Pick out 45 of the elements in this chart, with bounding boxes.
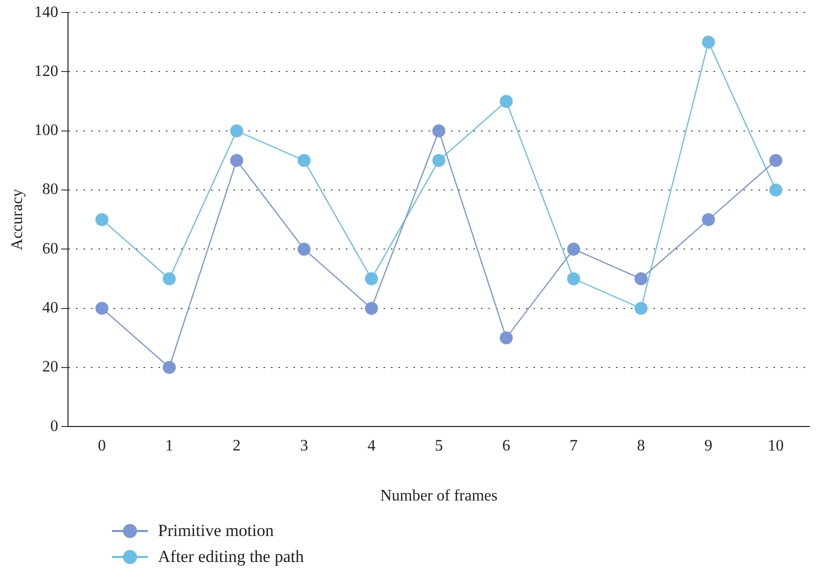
point [95,213,108,226]
x-axis-title: Number of frames [380,488,498,505]
point [500,94,513,108]
point [95,302,108,315]
point [634,302,648,315]
legend-label: Primitive motion [158,521,274,541]
point [769,154,782,167]
x-tick-label: 7 [570,437,578,454]
y-tick-label: 80 [42,181,58,198]
y-tick-label: 20 [42,358,58,376]
point [364,302,378,315]
y-axis-title: Accuracy [8,188,26,250]
point [702,213,715,226]
x-tick-label: 5 [434,437,443,454]
y-tick-label: 140 [34,4,58,21]
point [567,242,580,256]
y-tick-label: 60 [42,240,58,258]
point [634,272,648,286]
x-tick-label: 4 [367,437,376,454]
x-tick-label: 6 [502,437,510,454]
point [162,360,176,374]
point [702,36,715,49]
x-tick-label: 9 [704,437,712,454]
point [230,124,244,138]
point [298,154,311,167]
point [432,124,446,138]
x-tick-label: 0 [98,437,106,454]
x-tick-label: 1 [165,437,174,454]
x-tick-label: 8 [637,437,646,454]
point [364,272,378,286]
point [162,272,176,286]
point [298,242,311,256]
x-tick-label: 3 [300,437,308,454]
point [230,154,244,167]
point [567,272,580,286]
y-tick-label: 40 [42,300,58,317]
point [500,331,513,344]
y-tick-label: 120 [34,62,58,80]
legend-label: After editing the path [158,547,304,567]
point [432,154,446,167]
y-tick-label: 0 [50,418,58,435]
point [769,184,782,197]
y-tick-label: 100 [34,122,58,140]
x-tick-label: 2 [232,437,241,454]
x-tick-label: 10 [768,437,784,454]
